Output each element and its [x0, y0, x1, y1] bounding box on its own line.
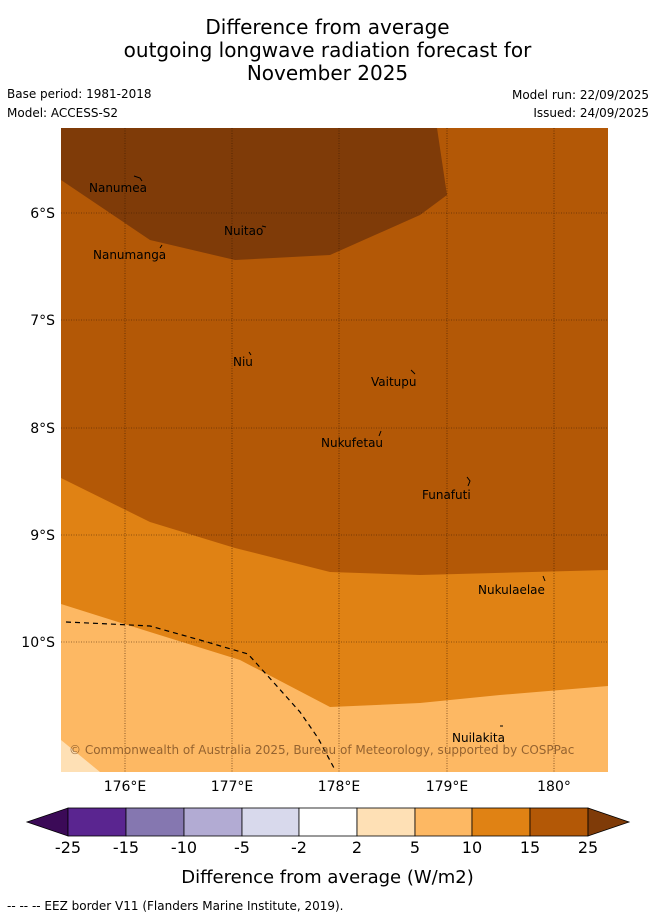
lat-label: 8°S	[30, 421, 55, 437]
colorbar-tick: 2	[352, 838, 362, 857]
islands	[133, 175, 546, 727]
colorbar-swatch	[414, 807, 473, 837]
colorbar	[25, 807, 631, 837]
place-label: Nanumea	[89, 181, 147, 195]
colorbar-swatch	[67, 807, 127, 837]
map-plot-area: Nanumea Nuitao Nanumanga Niu Vaitupu Nuk…	[61, 128, 608, 772]
colorbar-tick: -25	[55, 838, 81, 857]
model-name: Model: ACCESS-S2	[7, 106, 119, 120]
place-label: Nuilakita	[452, 731, 505, 745]
colorbar-swatch	[298, 807, 358, 837]
island-funafuti-shape	[466, 476, 471, 487]
island-nukufetau-shape	[378, 430, 382, 437]
island-nukulaelae-shape	[542, 575, 546, 582]
lat-label: 7°S	[30, 313, 55, 329]
place-label: Vaitupu	[371, 375, 417, 389]
colorbar-tick: 15	[520, 838, 540, 857]
colorbar-swatch	[529, 807, 589, 837]
colorbar-swatch	[183, 807, 243, 837]
lat-label: 9°S	[30, 528, 55, 544]
colorbar-tick: -10	[171, 838, 197, 857]
colorbar-swatch	[125, 807, 185, 837]
place-label: Nukufetau	[321, 436, 383, 450]
colorbar-swatch	[471, 807, 531, 837]
lon-label: 178°E	[318, 779, 361, 795]
place-label: Nuitao	[224, 224, 263, 238]
lon-label: 180°	[537, 779, 571, 795]
anomaly-zone-2-5	[61, 740, 100, 772]
lon-label: 179°E	[426, 779, 469, 795]
colorbar-tick: 5	[410, 838, 420, 857]
title-line-3: November 2025	[246, 61, 409, 85]
colorbar-swatch	[241, 807, 300, 837]
colorbar-label: Difference from average (W/m2)	[181, 867, 474, 888]
place-label: Funafuti	[422, 488, 471, 502]
colorbar-tick: 10	[462, 838, 482, 857]
latitude-labels: 6°S 7°S 8°S 9°S 10°S	[21, 206, 55, 651]
island-nanumea-shape	[133, 175, 143, 182]
eez-border	[65, 621, 335, 769]
colorbar-tick: -15	[113, 838, 139, 857]
copyright-watermark: © Commonwealth of Australia 2025, Bureau…	[69, 743, 574, 757]
island-labels: Nanumea Nuitao Nanumanga Niu Vaitupu Nuk…	[89, 181, 545, 745]
island-niu-shape	[248, 351, 252, 356]
anomaly-zone-above-25	[61, 128, 447, 260]
place-label: Nukulaelae	[478, 583, 545, 597]
model-run: Model run: 22/09/2025	[511, 88, 649, 102]
title-line-2: outgoing longwave radiation forecast for	[123, 38, 532, 62]
colorbar-tick: 25	[578, 838, 598, 857]
longitude-labels: 176°E 177°E 178°E 179°E 180°	[104, 779, 571, 795]
colorbar-extend-low	[25, 807, 69, 837]
map-title: Difference from average outgoing longwav…	[0, 16, 655, 85]
lon-label: 177°E	[211, 779, 254, 795]
issued-date: Issued: 24/09/2025	[533, 106, 649, 120]
anomaly-zone-5-10	[61, 604, 608, 772]
island-vaitupu-shape	[410, 369, 416, 375]
island-nanumanga-shape	[159, 244, 163, 249]
base-period: Base period: 1981-2018	[7, 87, 152, 101]
lat-label: 10°S	[21, 635, 55, 651]
gridlines	[61, 128, 608, 772]
eez-legend: -- -- -- EEZ border V11 (Flanders Marine…	[7, 899, 344, 913]
colorbar-swatch	[356, 807, 416, 837]
colorbar-ticks: -25 -15 -10 -5 -2 2 5 10 15 25	[55, 838, 598, 857]
island-nuitao-shape	[261, 225, 267, 228]
place-label: Nanumanga	[93, 248, 166, 262]
title-line-1: Difference from average	[205, 15, 450, 39]
lat-label: 6°S	[30, 206, 55, 222]
colorbar-extend-high	[587, 807, 631, 837]
colorbar-tick: -2	[291, 838, 307, 857]
place-label: Niu	[233, 355, 253, 369]
colorbar-tick: -5	[234, 838, 250, 857]
lon-label: 176°E	[104, 779, 147, 795]
